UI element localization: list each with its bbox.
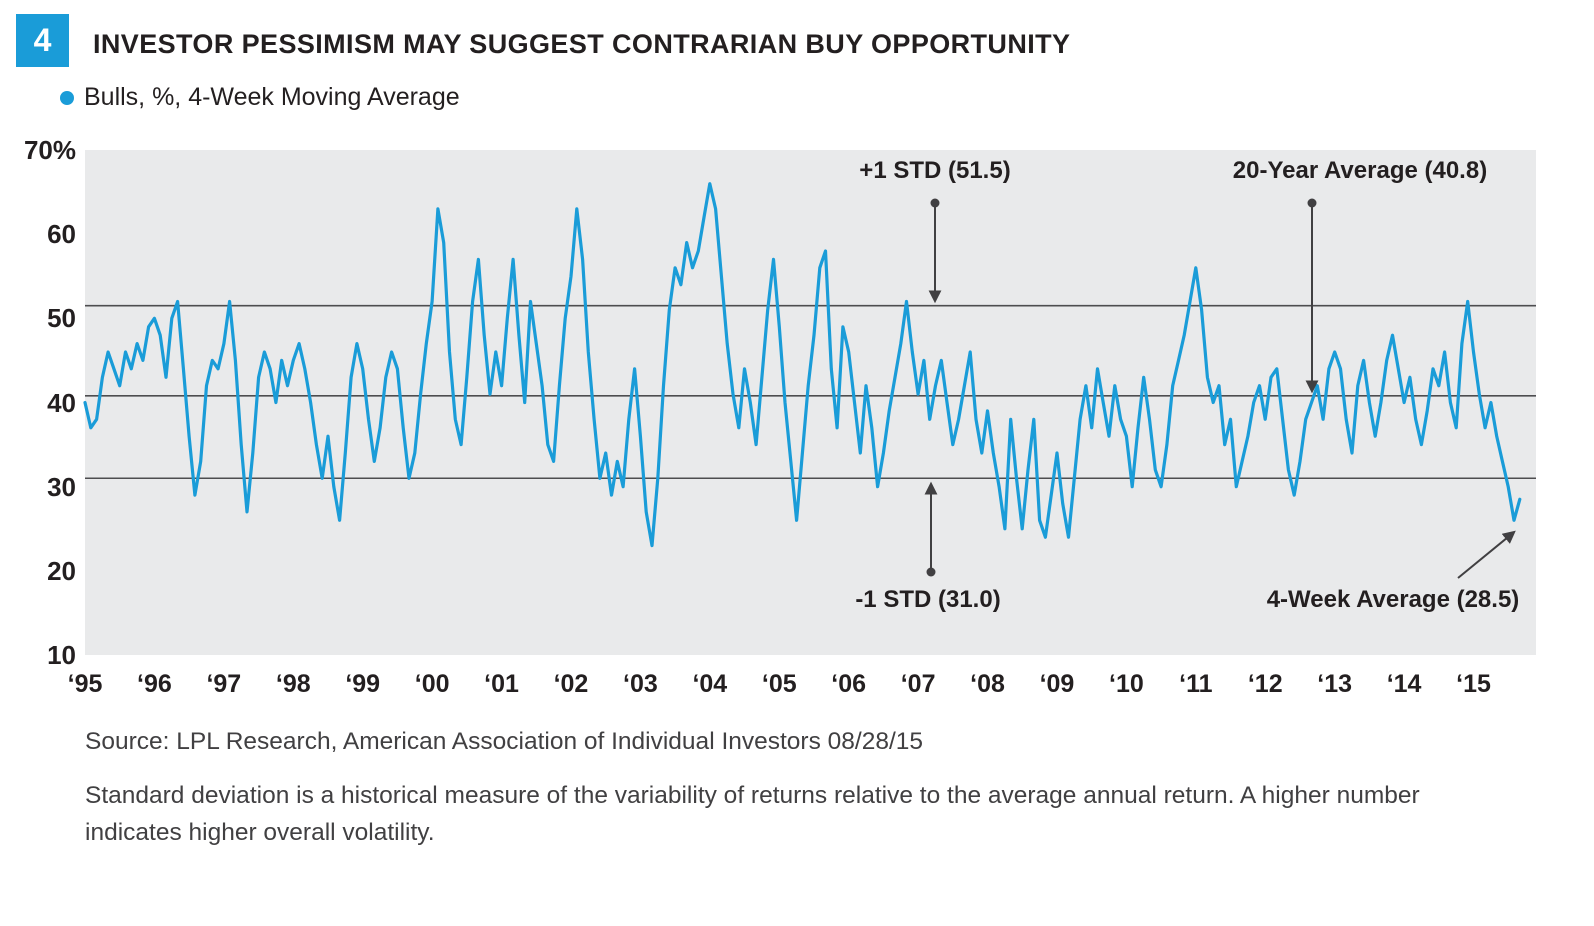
legend: Bulls, %, 4-Week Moving Average (60, 83, 460, 112)
annotation-plus-one-std: +1 STD (51.5) (859, 157, 1011, 184)
x-tick-label: ‘08 (970, 670, 1005, 698)
y-tick-label: 10 (47, 640, 76, 670)
x-tick-label: ‘98 (275, 670, 311, 698)
x-tick-label: ‘01 (484, 670, 519, 698)
x-tick-label: ‘95 (67, 670, 103, 698)
x-tick-label: ‘09 (1039, 670, 1075, 698)
footnote: Standard deviation is a historical measu… (85, 782, 1420, 846)
x-tick-label: ‘04 (692, 670, 728, 698)
annotation-minus-one-std: -1 STD (31.0) (855, 586, 1001, 613)
figure-number-badge: 4 (16, 14, 69, 67)
source-note: Source: LPL Research, American Associati… (85, 728, 924, 755)
x-tick-label: ‘06 (831, 670, 867, 698)
chart-title: INVESTOR PESSIMISM MAY SUGGEST CONTRARIA… (93, 29, 1071, 59)
x-tick-label: ‘13 (1317, 670, 1353, 698)
y-tick-label: 50 (47, 303, 76, 334)
annotation-4-week-average: 4-Week Average (28.5) (1266, 586, 1520, 613)
x-tick-label: ‘14 (1386, 670, 1422, 698)
x-tick-label: ‘96 (137, 670, 172, 698)
x-tick-label: ‘11 (1179, 670, 1213, 698)
annotation-20-year-average: 20-Year Average (40.8) (1232, 157, 1488, 184)
x-tick-label: ‘12 (1247, 670, 1283, 698)
x-tick-label: ‘15 (1456, 670, 1491, 698)
y-tick-label: 40 (47, 387, 76, 418)
x-tick-label: ‘00 (414, 670, 450, 698)
x-tick-label: ‘03 (623, 670, 658, 698)
plot-area (85, 150, 1536, 655)
y-tick-label: 60 (47, 219, 76, 250)
y-tick-label: 30 (47, 471, 76, 502)
y-tick-label: 70% (23, 135, 76, 165)
x-tick-label: ‘02 (553, 670, 589, 698)
x-tick-label: ‘99 (345, 670, 381, 698)
x-tick-label: ‘97 (206, 670, 242, 698)
legend-label: Bulls, %, 4-Week Moving Average (84, 83, 460, 111)
y-tick-label: 20 (47, 555, 76, 586)
x-tick-label: ‘07 (900, 670, 936, 698)
x-tick-label: ‘05 (761, 670, 797, 698)
legend-marker-icon (60, 90, 74, 105)
x-tick-label: ‘10 (1108, 670, 1144, 698)
